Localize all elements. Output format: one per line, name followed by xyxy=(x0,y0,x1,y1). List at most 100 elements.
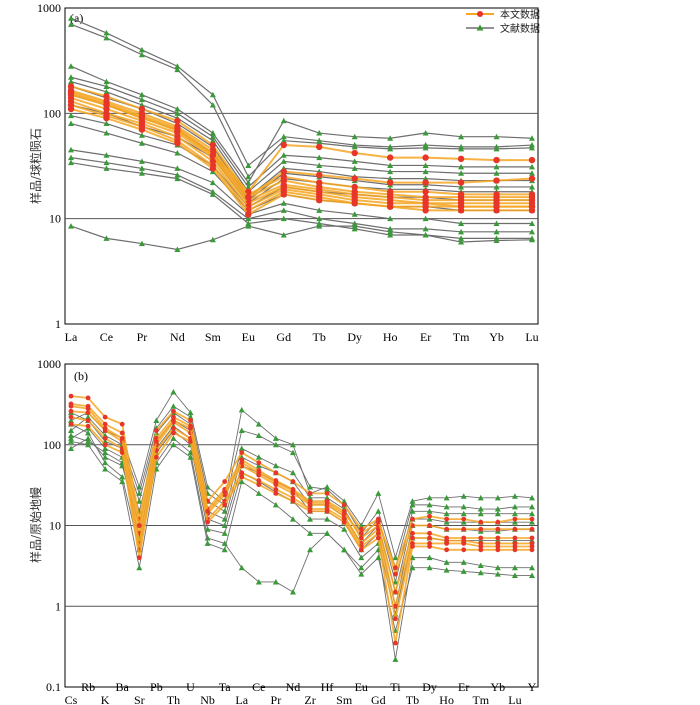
literature-data-point xyxy=(103,159,110,166)
literature-data-point xyxy=(460,503,467,510)
literature-data-point xyxy=(119,478,126,485)
literature-data-point xyxy=(387,135,394,141)
this-study-series-line xyxy=(70,92,533,199)
literature-data-point xyxy=(477,510,484,517)
literature-data-point xyxy=(272,435,279,441)
literature-data-point xyxy=(138,51,145,58)
this-study-data-point xyxy=(307,508,313,514)
y-tick-label: 1000 xyxy=(37,357,61,371)
literature-data-point xyxy=(204,540,211,546)
literature-data-point xyxy=(138,165,145,171)
literature-data-point xyxy=(316,223,323,229)
literature-data-point xyxy=(351,211,358,217)
this-study-data-point xyxy=(478,535,484,541)
this-study-data-point xyxy=(290,495,296,501)
literature-data-point xyxy=(422,144,429,151)
literature-data-point xyxy=(174,105,181,112)
this-study-data-point xyxy=(512,516,518,522)
x-tick-label: Ti xyxy=(390,680,401,694)
x-tick-label: Dy xyxy=(422,680,437,694)
this-study-data-point xyxy=(85,395,91,401)
literature-data-point xyxy=(289,441,296,448)
literature-data-point xyxy=(341,498,348,504)
literature-data-point xyxy=(187,414,194,420)
legend-literature-swatch-marker xyxy=(476,24,484,31)
this-study-data-point xyxy=(478,526,484,532)
this-study-data-point xyxy=(351,183,358,191)
this-study-data-point xyxy=(245,188,252,195)
literature-data-point xyxy=(460,568,467,574)
this-study-data-point xyxy=(528,156,536,164)
literature-data-point xyxy=(529,142,535,148)
this-study-data-point xyxy=(341,511,347,517)
this-study-data-point xyxy=(444,516,450,522)
literature-data-point xyxy=(341,546,348,553)
this-study-data-point xyxy=(273,486,279,492)
this-study-data-point xyxy=(461,516,467,522)
this-study-data-point xyxy=(209,152,217,159)
panel-b-label: (b) xyxy=(74,369,88,383)
this-study-data-point xyxy=(393,616,398,622)
literature-data-point xyxy=(170,389,177,395)
this-study-data-point xyxy=(512,544,518,549)
this-study-data-point xyxy=(393,603,398,609)
panel-a-this-study-series xyxy=(67,83,536,218)
literature-data-point xyxy=(245,162,252,168)
literature-data-point xyxy=(387,225,394,232)
literature-data-point xyxy=(85,441,92,448)
this-study-data-point xyxy=(209,165,217,172)
literature-data-point xyxy=(387,145,394,152)
this-study-data-point xyxy=(427,530,432,536)
literature-data-point xyxy=(324,494,331,501)
literature-data-point xyxy=(324,486,331,492)
this-study-data-point xyxy=(171,408,176,414)
this-study-data-point xyxy=(102,435,108,441)
literature-data-point xyxy=(511,572,518,579)
this-study-data-point xyxy=(495,526,501,532)
this-study-data-point xyxy=(341,519,347,525)
literature-data-point xyxy=(458,239,465,245)
literature-data-point xyxy=(324,516,331,522)
this-study-data-point xyxy=(386,179,394,186)
literature-series-line xyxy=(70,17,533,167)
literature-data-point xyxy=(529,572,535,579)
literature-data-point xyxy=(255,462,262,469)
literature-data-point xyxy=(68,159,74,166)
x-tick-label: Er xyxy=(420,330,431,344)
literature-data-point xyxy=(245,173,252,180)
this-study-data-point xyxy=(316,196,323,204)
x-tick-label: Ba xyxy=(116,680,130,694)
x-tick-label: Th xyxy=(167,693,180,705)
this-study-data-point xyxy=(358,526,364,532)
y-tick-label: 0.1 xyxy=(46,680,61,694)
literature-data-point xyxy=(103,88,110,95)
this-study-data-point xyxy=(290,498,296,504)
this-study-series-line xyxy=(70,423,532,644)
literature-data-point xyxy=(238,406,245,413)
literature-data-point xyxy=(68,78,74,85)
x-tick-label: Tm xyxy=(453,330,470,344)
literature-data-point xyxy=(174,171,181,178)
literature-data-point xyxy=(422,168,429,175)
literature-data-point xyxy=(85,429,92,436)
literature-data-point xyxy=(422,225,429,232)
literature-data-point xyxy=(280,158,287,164)
literature-data-point xyxy=(316,130,323,136)
literature-data-point xyxy=(458,170,465,176)
literature-data-point xyxy=(426,508,433,514)
this-study-data-point xyxy=(427,544,432,549)
literature-data-point xyxy=(494,510,501,517)
this-study-data-point xyxy=(410,516,415,522)
literature-data-point xyxy=(174,165,181,171)
literature-data-point xyxy=(68,112,74,119)
literature-data-point xyxy=(102,449,109,456)
literature-data-point xyxy=(477,494,484,501)
this-study-data-point xyxy=(103,93,110,100)
literature-data-point xyxy=(529,228,535,235)
this-study-data-point xyxy=(153,439,159,444)
x-tick-label: Sm xyxy=(205,330,222,344)
this-study-data-point xyxy=(393,571,398,577)
x-tick-label: Ho xyxy=(383,330,398,344)
